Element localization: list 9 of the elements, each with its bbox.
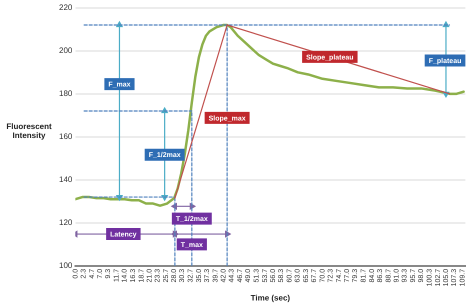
y-tick-label: 140 — [58, 175, 73, 184]
x-axis-title: Time (sec) — [250, 293, 290, 302]
y-tick-label: 120 — [58, 218, 73, 228]
y-tick-label: 100 — [58, 261, 73, 270]
y-tick-label: 160 — [58, 132, 73, 142]
y-axis-title: Fluorescent Intensity — [5, 122, 53, 140]
y-tick-label: 220 — [58, 3, 73, 12]
y-tick-label: 180 — [58, 89, 73, 98]
y-tick-label: 200 — [58, 46, 73, 56]
